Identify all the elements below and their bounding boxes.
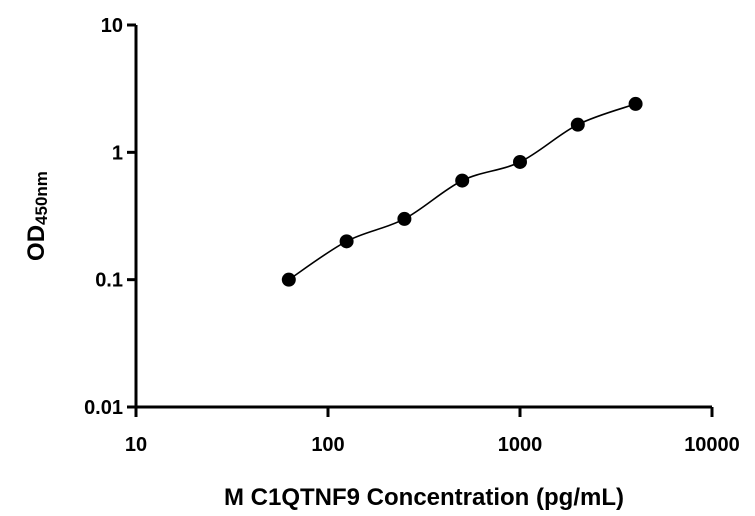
data-point xyxy=(455,173,470,188)
y-tick-label: 10 xyxy=(101,15,123,37)
data-point xyxy=(513,154,527,169)
x-tick-label: 10000 xyxy=(684,434,740,456)
data-point xyxy=(570,117,585,132)
data-point xyxy=(628,96,643,111)
fit-curve-layer xyxy=(288,103,636,281)
axes xyxy=(127,23,714,417)
axis-labels-layer: 0.01 0.1 1 10 10 100 1000 10000 M C1QTNF9 Concen… xyxy=(23,15,740,511)
fit-curve xyxy=(288,103,636,281)
y-axis-title-subscript: 450nm xyxy=(32,171,51,225)
y-axis-title-main: OD xyxy=(23,225,50,261)
x-axis-title: M C1QTNF9 Concentration (pg/mL) xyxy=(224,484,624,511)
data-points-layer xyxy=(281,96,643,287)
y-tick-label: 0.1 xyxy=(95,270,123,292)
data-point xyxy=(339,234,354,249)
data-point xyxy=(397,211,412,226)
x-tick-label: 1000 xyxy=(498,434,543,456)
data-point xyxy=(281,272,296,287)
x-tick-label: 10 xyxy=(125,434,147,456)
y-axis-title-group: OD450nm xyxy=(23,171,51,261)
y-axis-title: OD450nm xyxy=(23,171,51,261)
y-tick-label: 0.01 xyxy=(84,397,123,419)
x-tick-label: 100 xyxy=(311,434,344,456)
y-tick-label: 1 xyxy=(112,142,123,164)
